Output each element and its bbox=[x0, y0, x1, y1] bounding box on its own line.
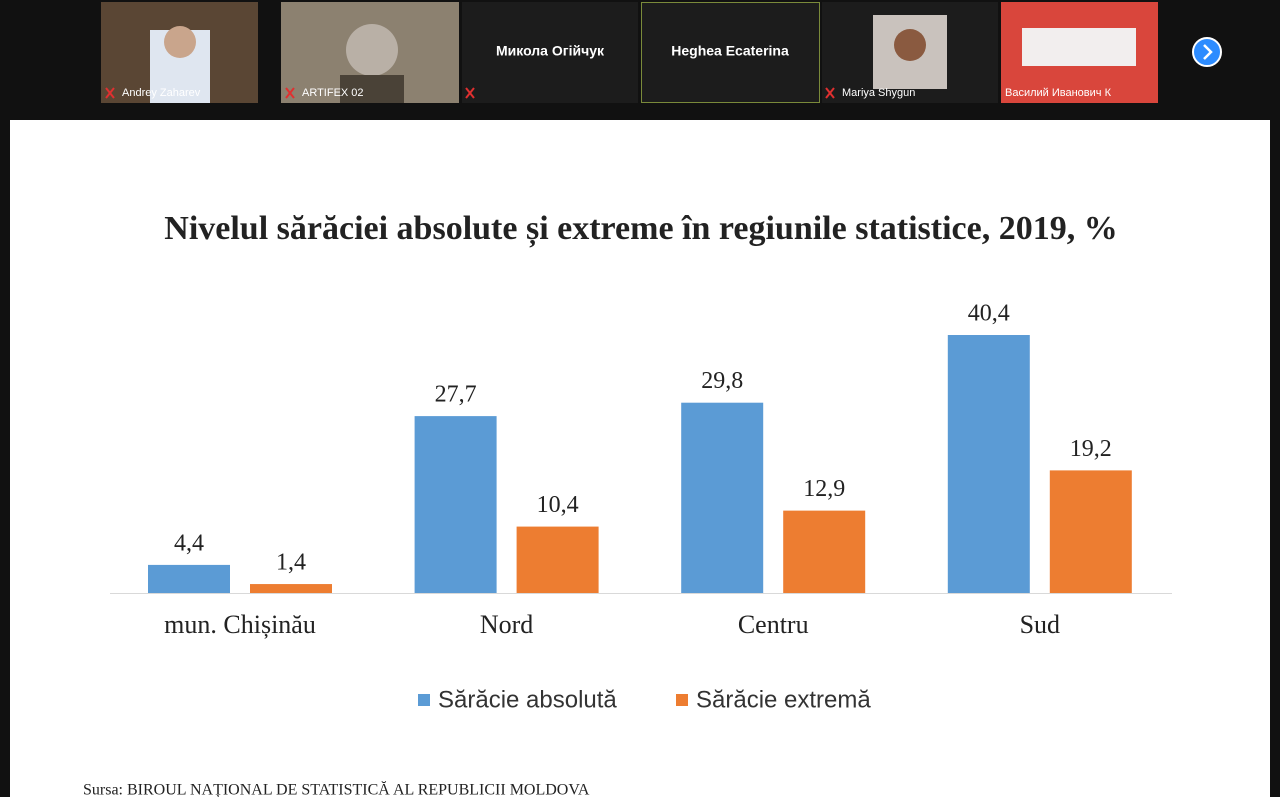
data-label: 10,4 bbox=[537, 492, 579, 518]
bar bbox=[250, 584, 332, 593]
chart: mun. Chișinău 4,4 1,4 Nord 27,7 10,4 Centru 29,… bbox=[148, 301, 1132, 713]
participant-strip: Andrey Zaharev ARTIFEX 02 Микола Огійчук… bbox=[101, 2, 1222, 103]
data-label: 40,4 bbox=[968, 301, 1010, 327]
participant-name: Andrey Zaharev bbox=[122, 87, 201, 99]
legend-label: Sărăcie absolută bbox=[438, 686, 617, 713]
x-tick-label: Centru bbox=[738, 610, 809, 639]
slide bbox=[10, 120, 1270, 797]
face bbox=[164, 26, 196, 58]
data-label: 19,2 bbox=[1070, 436, 1112, 462]
bar bbox=[516, 526, 599, 593]
x-tick-label: Sud bbox=[1020, 610, 1060, 639]
data-label: 27,7 bbox=[435, 382, 477, 408]
bar bbox=[947, 335, 1030, 593]
next-page-button[interactable] bbox=[1192, 37, 1222, 67]
legend-swatch bbox=[676, 694, 688, 706]
arrow-icon bbox=[1203, 44, 1213, 60]
data-label: 12,9 bbox=[803, 476, 845, 502]
bar bbox=[1049, 470, 1132, 593]
data-label: 4,4 bbox=[174, 530, 204, 556]
person bbox=[340, 75, 404, 103]
face bbox=[346, 24, 398, 76]
face bbox=[894, 29, 926, 61]
name-tile[interactable] bbox=[462, 2, 638, 103]
participant-name: ARTIFEX 02 bbox=[302, 87, 364, 99]
legend-swatch bbox=[418, 694, 430, 706]
flag-stripe bbox=[1022, 28, 1136, 66]
x-tick-label: Nord bbox=[480, 610, 533, 639]
participant-name: Микола Огійчук bbox=[496, 43, 605, 59]
bar bbox=[148, 564, 230, 593]
mute-icons bbox=[105, 87, 835, 99]
name-tile[interactable] bbox=[641, 2, 820, 103]
bar bbox=[681, 402, 764, 593]
participant-name: Heghea Ecaterina bbox=[671, 43, 789, 59]
x-tick-label: mun. Chișinău bbox=[164, 610, 316, 639]
data-label: 29,8 bbox=[701, 368, 743, 394]
source: Sursa: BIROUL NAȚIONAL DE STATISTICĂ AL … bbox=[83, 780, 590, 797]
participant-name: Василий Иванович К bbox=[1005, 87, 1112, 99]
legend-label: Sărăcie extremă bbox=[696, 686, 871, 713]
data-label: 1,4 bbox=[276, 550, 306, 576]
chart-title: Nivelul sărăciei absolute și extreme în … bbox=[164, 210, 1117, 248]
bar bbox=[414, 416, 497, 593]
participant-name: Mariya Shygun bbox=[842, 87, 915, 99]
bar bbox=[783, 510, 866, 593]
